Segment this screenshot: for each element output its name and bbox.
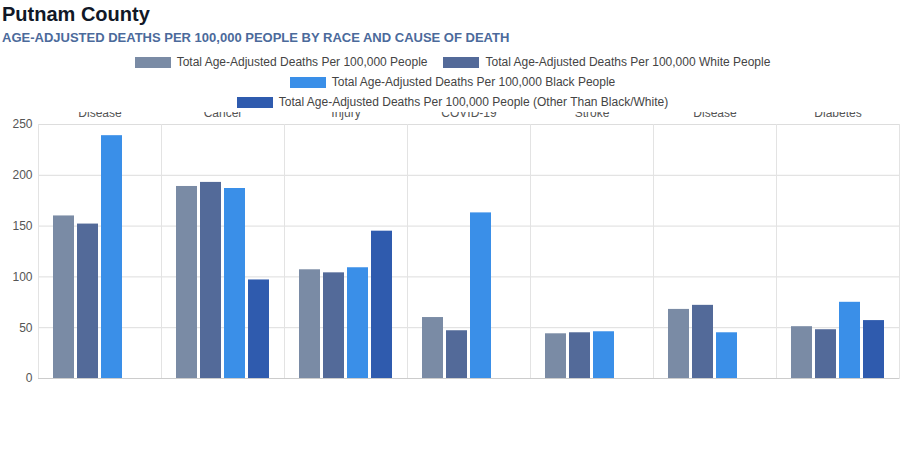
svg-text:UnintentionalInjury: UnintentionalInjury <box>311 112 381 120</box>
svg-text:50: 50 <box>19 321 33 335</box>
html-text:Total Age-Adjusted Deaths Per: Total Age-Adjusted Deaths Per 100,000 Wh… <box>485 55 771 69</box>
svg-text:COVID-19: COVID-19 <box>441 112 497 120</box>
svg-text:0: 0 <box>26 371 33 385</box>
svg-text:200: 200 <box>12 168 32 182</box>
svg-text:Cancer: Cancer <box>204 112 243 120</box>
svg-text:100: 100 <box>12 270 32 284</box>
svg-text:Stroke: Stroke <box>575 112 610 120</box>
html-text:Putnam County: Putnam County <box>2 3 150 25</box>
svg-text:HeartDisease: HeartDisease <box>78 112 122 120</box>
svg-text:Diabetes: Diabetes <box>814 112 861 120</box>
svg-text:250: 250 <box>12 117 32 131</box>
html-text:Total Age-Adjusted Deaths Per: Total Age-Adjusted Deaths Per 100,000 Pe… <box>278 95 669 109</box>
html-text:Total Age-Adjusted Deaths Per: Total Age-Adjusted Deaths Per 100,000 Pe… <box>176 55 428 69</box>
svg-text:150: 150 <box>12 219 32 233</box>
svg-text:ChronicLowerRespiratoryDisease: ChronicLowerRespiratoryDisease <box>684 112 745 120</box>
html-text:Total Age-Adjusted Deaths Per: Total Age-Adjusted Deaths Per 100,000 Bl… <box>331 75 616 89</box>
html-text:AGE-ADJUSTED DEATHS PER 100,00: AGE-ADJUSTED DEATHS PER 100,000 PEOPLE B… <box>2 30 510 45</box>
